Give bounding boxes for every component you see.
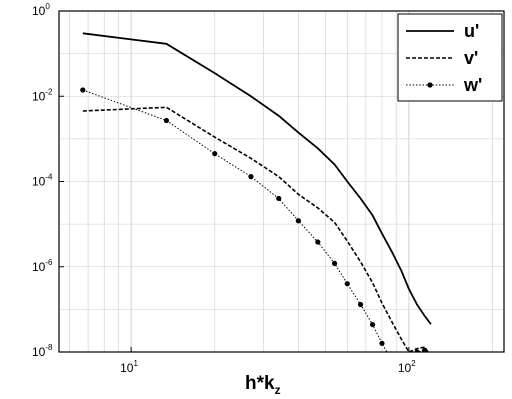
data-point-marker — [428, 354, 433, 359]
data-point-marker — [369, 321, 376, 328]
data-point-marker — [295, 218, 301, 224]
x-axis-label-main: h*k — [245, 373, 275, 394]
data-point-marker — [163, 117, 170, 124]
series-group — [80, 32, 433, 399]
data-point-marker — [344, 281, 350, 287]
legend: u' v' w' — [397, 13, 503, 102]
data-point-marker — [422, 347, 428, 352]
data-point-marker — [80, 87, 86, 93]
series-line-2 — [82, 106, 430, 352]
series-line-3 — [82, 89, 428, 352]
x-tick-label: 102 — [398, 359, 416, 375]
data-point-marker — [315, 239, 321, 245]
legend-label: v' — [464, 48, 478, 68]
y-tick-label: 100 — [32, 2, 50, 18]
data-point-marker — [406, 394, 411, 399]
data-point-marker — [212, 151, 218, 157]
data-point-marker — [357, 301, 364, 308]
x-axis-label: h*kz — [245, 373, 281, 397]
data-point-marker — [276, 195, 282, 202]
data-point-marker — [414, 349, 420, 352]
y-tick-label: 10-2 — [32, 87, 53, 103]
legend-label: u' — [464, 21, 479, 41]
y-tick-label: 10-6 — [32, 258, 53, 274]
y-tick-label: 10-8 — [32, 343, 53, 359]
data-point-marker — [379, 340, 385, 346]
data-point-marker — [389, 359, 394, 364]
y-tick-label: 10-4 — [32, 173, 53, 189]
series-line-1 — [82, 32, 432, 325]
legend-label: w' — [463, 75, 482, 95]
axis-ticks: 101 102 100 10-2 10-4 10-6 10-8 — [32, 2, 416, 375]
data-point-marker — [248, 174, 254, 180]
x-tick-label: 101 — [120, 359, 138, 375]
x-axis-label-sub: z — [275, 383, 281, 397]
data-point-marker — [399, 377, 404, 382]
legend-marker — [427, 82, 433, 88]
data-point-marker — [331, 260, 338, 266]
